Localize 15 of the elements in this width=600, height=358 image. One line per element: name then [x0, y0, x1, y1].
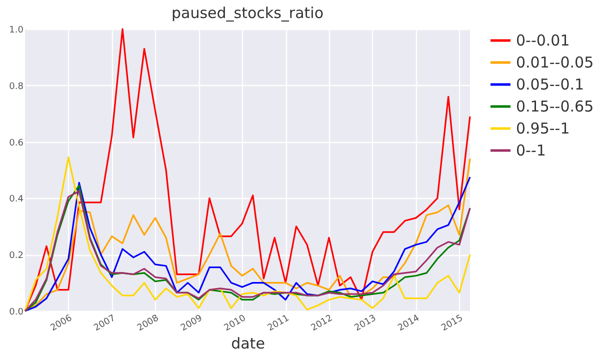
y-tick-label: 0.0	[9, 308, 24, 318]
legend-label: 0.05--0.1	[516, 76, 584, 94]
y-tick-label: 0.6	[9, 138, 24, 148]
legend-label: 0.95--1	[516, 120, 570, 138]
line-series	[24, 28, 471, 312]
chart-title: paused_stocks_ratio	[172, 4, 324, 22]
y-tick-label: 1.0	[9, 26, 24, 36]
x-axis-title: date	[231, 334, 265, 353]
y-tick-label: 0.2	[9, 251, 24, 262]
y-tick-label: 0.8	[9, 82, 24, 92]
y-tick-label: 0.4	[9, 194, 24, 205]
legend-label: 0.01--0.05	[516, 54, 594, 72]
legend-label: 0.15--0.65	[516, 98, 594, 116]
legend-label: 0--0.01	[516, 32, 570, 50]
legend-label: 0--1	[516, 142, 546, 160]
